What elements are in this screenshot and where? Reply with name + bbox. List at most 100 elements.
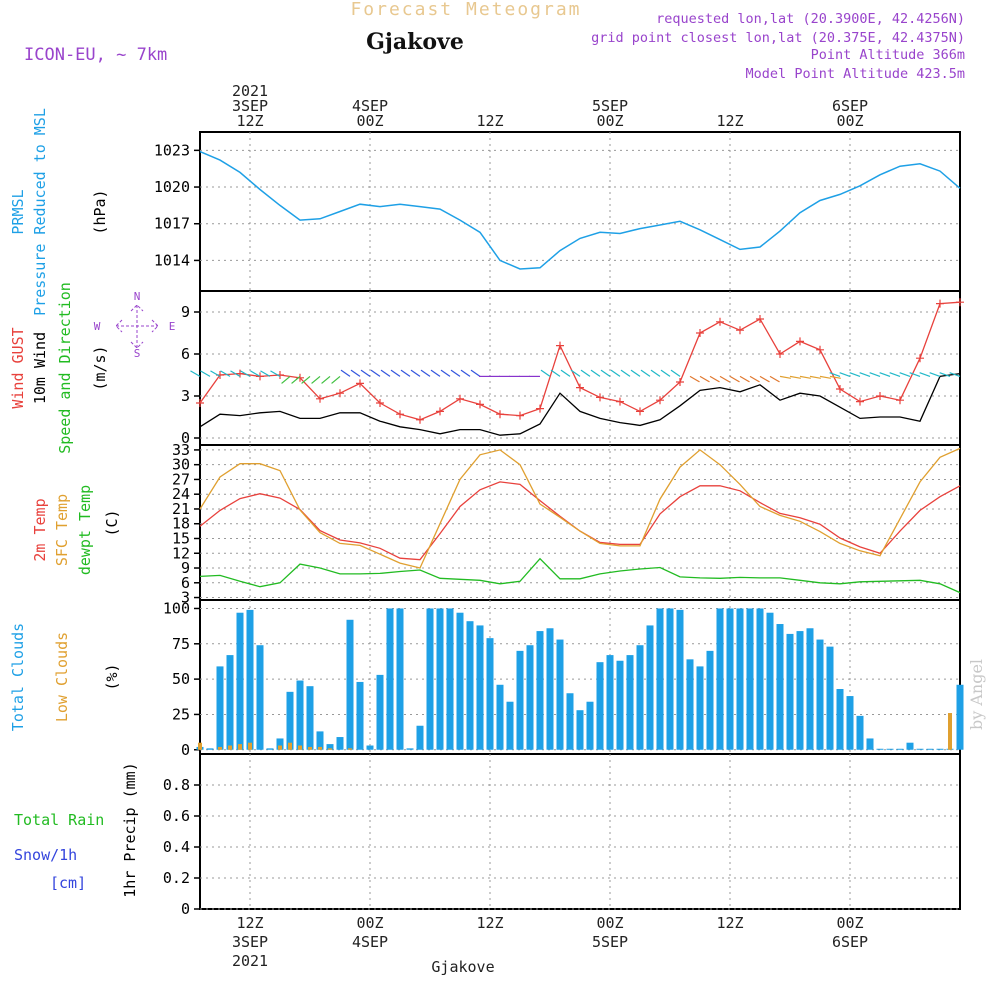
total-clouds-bar (206, 748, 214, 750)
wind-gust-marker (776, 350, 784, 358)
wind-direction-arrow (869, 372, 881, 377)
clouds-unit-label: (%) (103, 663, 121, 690)
wind-direction-arrow (450, 369, 461, 377)
total-clouds-bar (886, 748, 894, 750)
total-clouds-bar (426, 608, 434, 750)
low-clouds-bar (328, 748, 332, 750)
wind-direction-arrow (689, 375, 700, 383)
wind-gust-label: Wind GUST (9, 327, 27, 408)
total-clouds-bar (686, 659, 694, 750)
total-clouds-bar (276, 738, 284, 750)
low-clouds-bar (298, 745, 302, 750)
wind-direction-arrow (220, 370, 231, 377)
pressure-ytick-label: 1020 (154, 178, 190, 196)
total-clouds-bar (736, 608, 744, 750)
pressure-ytick-label: 1014 (154, 251, 190, 269)
grid-point-coords: grid point closest lon,lat (20.375E, 42.… (591, 30, 965, 46)
total-clouds-bar (436, 608, 444, 750)
total-clouds-bar (956, 684, 964, 750)
wind-direction-arrow (410, 369, 421, 377)
precip-axis-label: 1hr Precip (mm) (121, 762, 139, 897)
wind-10m-label: 10m Wind (31, 332, 49, 404)
low-clouds-bar (948, 713, 952, 750)
total-clouds-bar (656, 608, 664, 750)
wind-gust-marker (356, 379, 364, 388)
wind-direction-arrow (350, 369, 361, 377)
low-clouds-bar (238, 744, 242, 750)
wind-gust-marker (796, 337, 804, 346)
wind-gust-marker (196, 399, 204, 407)
snow-unit-label: [cm] (50, 874, 86, 892)
total-clouds-bar (666, 608, 674, 750)
total-clouds-bar (236, 612, 244, 750)
total-clouds-bar (416, 725, 424, 750)
wind-gust-marker (896, 396, 904, 405)
temp-sfc-line (199, 447, 961, 569)
total-clouds-bar (286, 691, 294, 750)
wind-direction-arrow (390, 369, 401, 377)
wind-gust-marker (516, 411, 524, 420)
wind-direction-arrow (420, 369, 431, 377)
wind-direction-arrow (789, 375, 801, 379)
total-clouds-bar (316, 731, 324, 750)
total-clouds-bar (296, 680, 304, 750)
wind-gust-marker (476, 400, 484, 409)
wind-gust-marker (556, 341, 564, 350)
location-title: Gjakove (366, 29, 464, 55)
wind-direction-arrow (360, 369, 371, 377)
precip-ytick-label: 0.2 (163, 869, 190, 887)
bottom-time-label: 00Z (596, 914, 623, 932)
wind-gust-marker (456, 394, 464, 403)
total-clouds-bar (566, 693, 574, 750)
wind-direction-arrow (640, 369, 651, 377)
precip-ytick-label: 0.8 (163, 776, 190, 794)
temp-unit-label: (C) (103, 509, 121, 536)
wind-speed-line (199, 372, 961, 436)
wind-gust-marker (336, 389, 344, 398)
wind-gust-marker (576, 383, 584, 392)
wind-direction-arrow (859, 372, 871, 377)
temperature-ytick-label: 15 (172, 529, 190, 547)
model-label: ICON-EU, ~ 7km (24, 45, 167, 65)
wind-direction-label: Speed and Direction (56, 282, 74, 454)
wind-ytick-label: 6 (181, 345, 190, 363)
wind-ytick-label: 0 (181, 429, 190, 447)
wind-direction-arrow (430, 369, 441, 377)
bottom-time-label: 2021 (232, 952, 268, 970)
temperature-ytick-label: 9 (181, 559, 190, 577)
wind-direction-arrow (270, 370, 281, 377)
precip-ytick-label: 0.6 (163, 807, 190, 825)
wind-direction-arrow (440, 369, 451, 377)
total-clouds-bar (766, 612, 774, 750)
total-clouds-bar (396, 608, 404, 750)
temperature-ytick-label: 27 (172, 470, 190, 488)
low-clouds-label: Low Clouds (53, 632, 71, 722)
clouds-ytick-label: 0 (181, 741, 190, 759)
wind-gust-marker (436, 407, 444, 416)
total-clouds-bar (676, 609, 684, 750)
prmsl-label: PRMSL (9, 189, 27, 234)
wind-direction-arrow (829, 375, 841, 379)
top-time-label: 12Z (236, 112, 263, 130)
top-time-label: 00Z (596, 112, 623, 130)
wind-direction-arrow (600, 369, 611, 377)
temp-2m-label: 2m Temp (31, 498, 49, 561)
wind-direction-arrow (321, 375, 331, 384)
top-time-label: 2021 (232, 82, 268, 100)
total-clouds-bar (546, 628, 554, 750)
wind-direction-arrow (560, 369, 571, 377)
wind-direction-arrow (809, 375, 821, 379)
total-clouds-bar (466, 621, 474, 750)
wind-direction-arrow (550, 369, 561, 377)
wind-gust-marker (656, 396, 664, 405)
total-clouds-bar (806, 628, 814, 750)
wind-direction-arrow (370, 369, 381, 377)
wind-gust-marker (856, 397, 864, 406)
total-clouds-bar (706, 650, 714, 750)
total-clouds-bar (696, 666, 704, 750)
requested-coords: requested lon,lat (20.3900E, 42.4256N) (656, 11, 965, 27)
wind-direction-arrow (400, 369, 411, 377)
total-clouds-bar (776, 624, 784, 750)
wind-direction-arrow (849, 372, 861, 377)
